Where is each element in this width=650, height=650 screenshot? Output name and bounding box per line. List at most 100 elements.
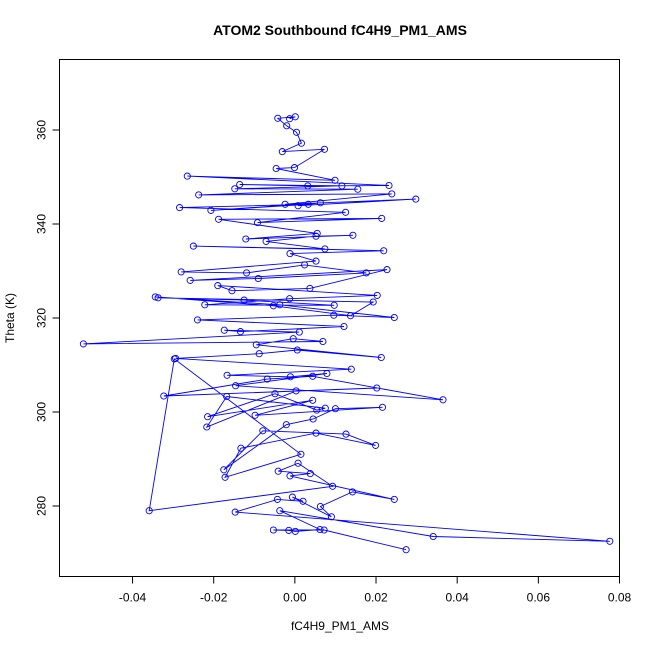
data-point [306, 284, 314, 292]
chart-title: ATOM2 Southbound fC4H9_PM1_AMS [213, 22, 467, 38]
data-point [329, 482, 337, 490]
data-point [369, 298, 377, 306]
data-point [254, 274, 262, 283]
data-point [255, 350, 263, 358]
data-point [316, 199, 324, 207]
data-point [331, 405, 339, 413]
data-point [289, 335, 297, 343]
data-point [286, 472, 294, 480]
data-point [331, 176, 339, 184]
data-point [183, 172, 191, 180]
x-axis-label: fC4H9_PM1_AMS [291, 619, 389, 633]
data-point [269, 302, 277, 310]
data-point [282, 421, 290, 429]
data-point [323, 369, 331, 378]
data-point [340, 322, 348, 331]
data-point [342, 208, 350, 216]
data-point [301, 261, 309, 269]
data-point [291, 527, 299, 535]
y-tick-label: 300 [35, 402, 49, 422]
x-tick-label: 0.04 [446, 591, 470, 605]
data-point [390, 313, 398, 322]
data-point [321, 404, 329, 412]
data-point [145, 507, 153, 515]
x-tick-label: 0.06 [527, 591, 551, 605]
data-point [193, 316, 202, 324]
data-point [79, 340, 87, 348]
data-point [342, 430, 350, 438]
data-point [439, 396, 447, 404]
data-point [354, 185, 362, 193]
data-point [349, 231, 357, 239]
data-point [271, 390, 279, 398]
data-point [346, 312, 355, 320]
data-point [338, 182, 346, 190]
data-point [290, 164, 299, 172]
data-point [272, 164, 280, 173]
data-point [306, 470, 314, 478]
data-point [273, 495, 281, 503]
data-point [377, 353, 385, 362]
data-point [252, 341, 260, 349]
data-point [286, 295, 294, 303]
data-point [312, 257, 320, 265]
data-point [297, 450, 305, 458]
y-axis-label: Theta (K) [3, 293, 17, 343]
data-point [309, 415, 317, 423]
data-point [286, 115, 294, 123]
data-point [207, 206, 215, 214]
data-point [237, 444, 245, 452]
data-point [262, 237, 270, 245]
data-point [215, 215, 223, 223]
data-point [177, 268, 185, 276]
data-point [378, 214, 386, 222]
data-point [320, 526, 328, 534]
data-point [327, 513, 335, 521]
data-point [412, 195, 420, 203]
data-point [402, 546, 410, 554]
data-point [286, 373, 294, 381]
y-axis: 280 300 320 340 360 [35, 120, 60, 516]
data-point [186, 276, 194, 284]
data-point [294, 459, 302, 467]
data-point [228, 287, 236, 295]
y-tick-label: 280 [35, 496, 49, 516]
data-point [223, 392, 231, 401]
y-tick-label: 360 [35, 120, 49, 140]
data-point [231, 508, 239, 516]
data-point [236, 180, 244, 189]
data-point [304, 182, 312, 190]
data-point [253, 219, 262, 227]
data-point [278, 148, 286, 156]
data-point [321, 245, 329, 253]
series-line [83, 116, 610, 551]
data-point [195, 191, 203, 199]
data-point [286, 250, 294, 258]
data-point [385, 181, 393, 190]
data-point [274, 114, 282, 122]
x-tick-label: 0.00 [283, 591, 307, 605]
data-point [154, 294, 162, 302]
data-point [220, 466, 228, 474]
data-point [204, 413, 212, 421]
data-point [348, 488, 357, 496]
data-point [309, 372, 317, 380]
data-point [151, 293, 159, 301]
data-point [372, 441, 380, 449]
x-tick-label: -0.04 [119, 591, 147, 605]
data-point [231, 185, 239, 193]
data-point [292, 387, 300, 395]
data-point [203, 423, 211, 431]
data-point [243, 269, 251, 277]
data-point [383, 266, 391, 274]
data-point [606, 537, 614, 545]
data-point [373, 291, 381, 299]
data-point [160, 392, 168, 400]
data-point [269, 526, 277, 534]
x-tick-label: 0.02 [364, 591, 388, 605]
data-point [176, 204, 184, 212]
data-point [236, 328, 245, 336]
data-point [295, 328, 303, 336]
data-point [293, 346, 301, 354]
data-point [294, 202, 302, 210]
